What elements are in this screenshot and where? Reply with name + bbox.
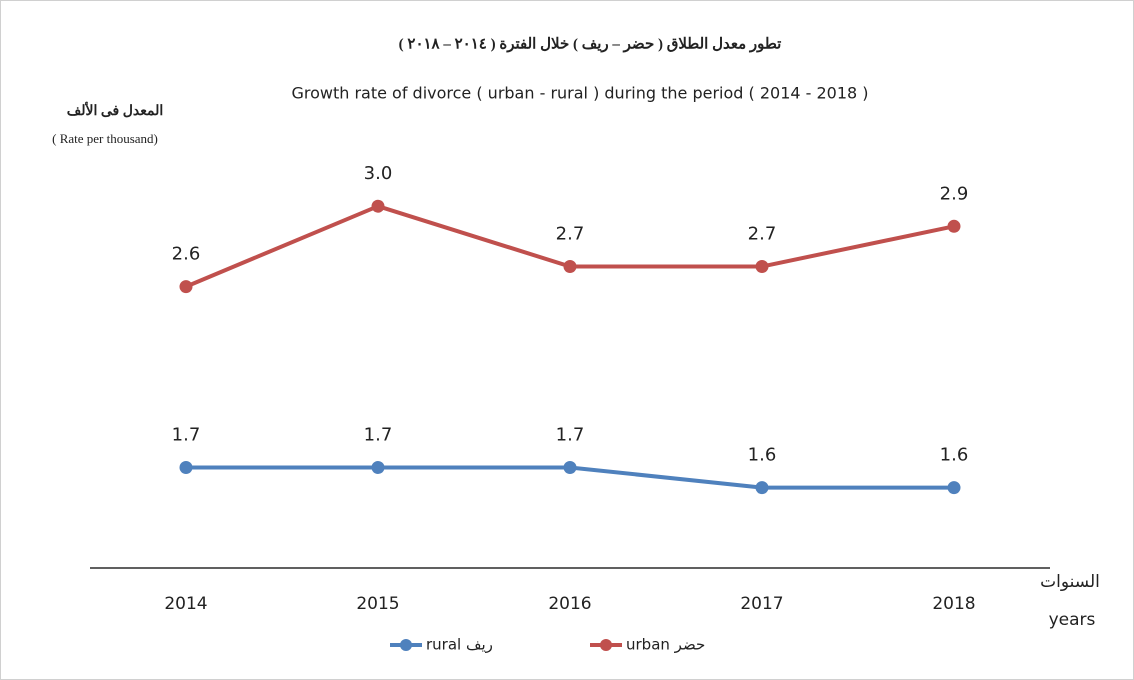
data-label: 2.9 (940, 183, 969, 204)
x-tick-label: 2016 (548, 594, 591, 614)
marker (947, 481, 961, 495)
y-label: المعدل فى الألف (67, 101, 164, 119)
data-label: 1.6 (748, 445, 777, 466)
marker (371, 199, 385, 213)
data-label: 1.6 (940, 445, 969, 466)
data-label: 2.7 (748, 224, 777, 245)
marker (755, 260, 769, 273)
data-label: 2.6 (172, 244, 201, 265)
marker (563, 260, 577, 273)
data-label: 1.7 (172, 425, 201, 446)
x-label: السنوات (1040, 572, 1100, 592)
x-tick-label: 2017 (740, 594, 783, 614)
legend-marker (400, 639, 412, 651)
marker (947, 219, 961, 233)
x-label-en: years (1049, 610, 1096, 630)
data-label: 1.7 (556, 425, 585, 446)
legend-label: urban حضر (626, 636, 705, 654)
data-label: 2.7 (556, 224, 585, 245)
chart-title: تطور معدل الطلاق ( حضر – ريف ) خلال الفت… (399, 36, 782, 52)
data-label: 3.0 (364, 163, 393, 184)
x-tick-label: 2014 (164, 594, 207, 614)
x-tick-label: 2018 (932, 594, 975, 614)
y-label-en: ( Rate per thousand) (52, 131, 158, 146)
marker (563, 461, 577, 474)
marker (755, 481, 769, 495)
marker (179, 461, 193, 474)
chart-subtitle: Growth rate of divorce ( urban - rural )… (291, 84, 868, 103)
marker (179, 280, 193, 294)
legend-label: rural ريف (426, 636, 493, 654)
x-tick-label: 2015 (356, 594, 399, 614)
marker (371, 461, 385, 474)
legend-marker (600, 639, 612, 651)
data-label: 1.7 (364, 425, 393, 446)
